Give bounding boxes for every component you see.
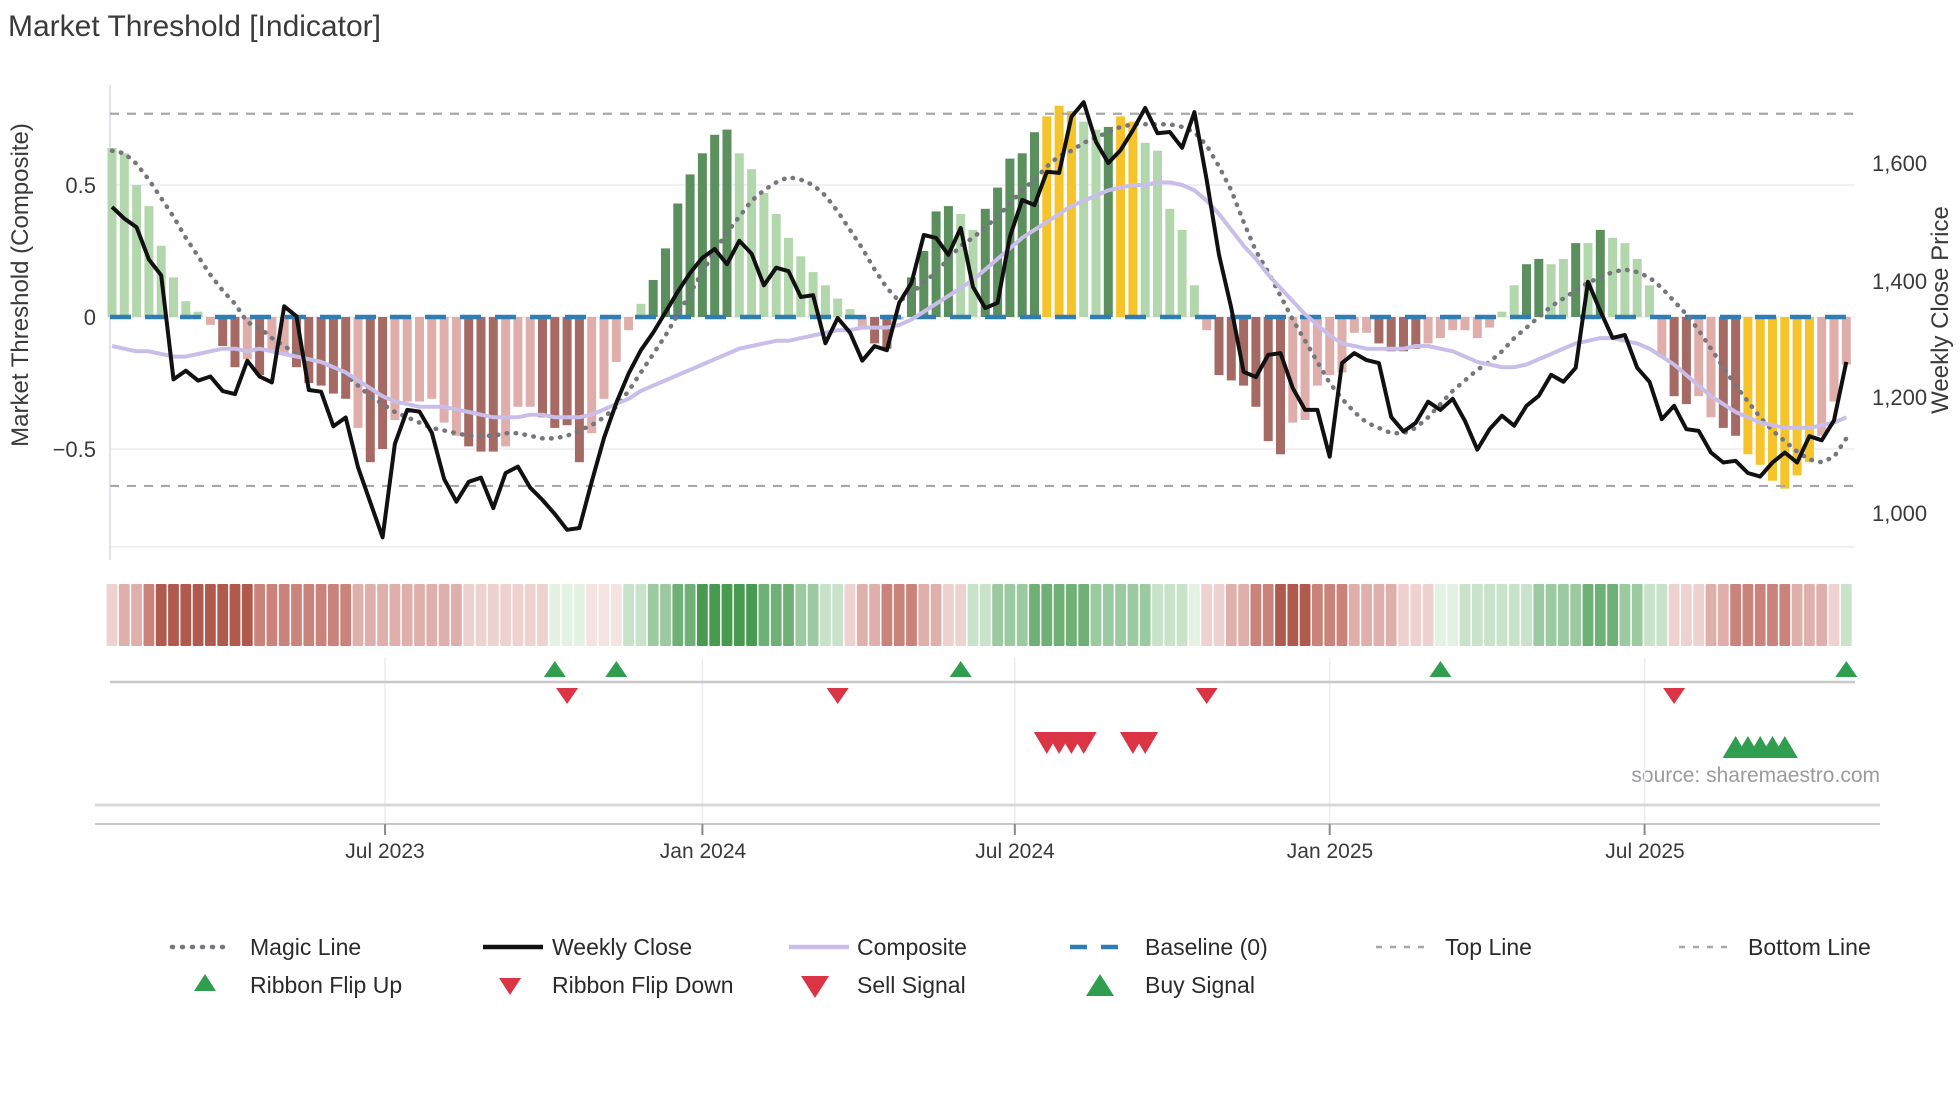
- legend-label-ribbon-flip-up: Ribbon Flip Up: [250, 972, 402, 998]
- legend-item-composite: Composite: [789, 934, 967, 960]
- source-credit: source: sharemaestro.com: [1631, 764, 1880, 787]
- flip-up-triangle-icon: [194, 974, 216, 991]
- x-tick-jan-2024: Jan 2024: [660, 840, 747, 863]
- y-left-axis-title: Market Threshold (Composite): [7, 123, 34, 447]
- legend-item-ribbon-flip-up: Ribbon Flip Up: [194, 972, 402, 998]
- y-left-tick-2: −0.5: [53, 437, 96, 462]
- legend-label-top-line: Top Line: [1445, 934, 1532, 960]
- x-tick-jul-2024: Jul 2024: [975, 840, 1055, 863]
- legend-label-buy-signal: Buy Signal: [1145, 972, 1255, 998]
- x-tick-jul-2023: Jul 2023: [345, 840, 424, 863]
- legend-item-top-line: Top Line: [1376, 934, 1532, 960]
- legend-item-buy-signal: Buy Signal: [1086, 972, 1255, 998]
- legend-item-baseline: Baseline (0): [1070, 934, 1268, 960]
- y-right-tick-0: 1,600: [1872, 151, 1927, 176]
- flip-down-triangle-icon: [499, 978, 521, 995]
- y-left-tick-0: 0.5: [65, 173, 96, 198]
- y-right-axis-title: Weekly Close Price: [1927, 206, 1954, 414]
- legend-label-ribbon-flip-down: Ribbon Flip Down: [552, 972, 734, 998]
- legend-label-composite: Composite: [857, 934, 967, 960]
- y-right-tick-3: 1,000: [1872, 501, 1927, 526]
- legend-label-magic-line: Magic Line: [250, 934, 361, 960]
- x-tick-jan-2025: Jan 2025: [1287, 840, 1373, 863]
- buy-signal-triangle-icon: [1086, 974, 1114, 996]
- y-left-tick-1: 0: [84, 305, 96, 330]
- x-tick-jul-2025: Jul 2025: [1605, 840, 1684, 863]
- y-right-tick-2: 1,200: [1872, 385, 1927, 410]
- legend-label-weekly-close: Weekly Close: [552, 934, 692, 960]
- legend-item-sell-signal: Sell Signal: [801, 972, 966, 998]
- legend-label-bottom-line: Bottom Line: [1748, 934, 1871, 960]
- legend: Magic Line Weekly Close Composite Baseli…: [169, 934, 1871, 998]
- chart-graphics: [95, 85, 1880, 835]
- sell-signal-triangle-icon: [801, 976, 829, 998]
- y-right-tick-1: 1,400: [1872, 269, 1927, 294]
- legend-label-sell-signal: Sell Signal: [857, 972, 966, 998]
- page-title: Market Threshold [Indicator]: [8, 10, 381, 43]
- legend-item-ribbon-flip-down: Ribbon Flip Down: [499, 972, 734, 998]
- legend-item-bottom-line: Bottom Line: [1679, 934, 1871, 960]
- legend-item-weekly-close: Weekly Close: [483, 934, 692, 960]
- legend-label-baseline: Baseline (0): [1145, 934, 1268, 960]
- legend-item-magic-line: Magic Line: [169, 934, 361, 960]
